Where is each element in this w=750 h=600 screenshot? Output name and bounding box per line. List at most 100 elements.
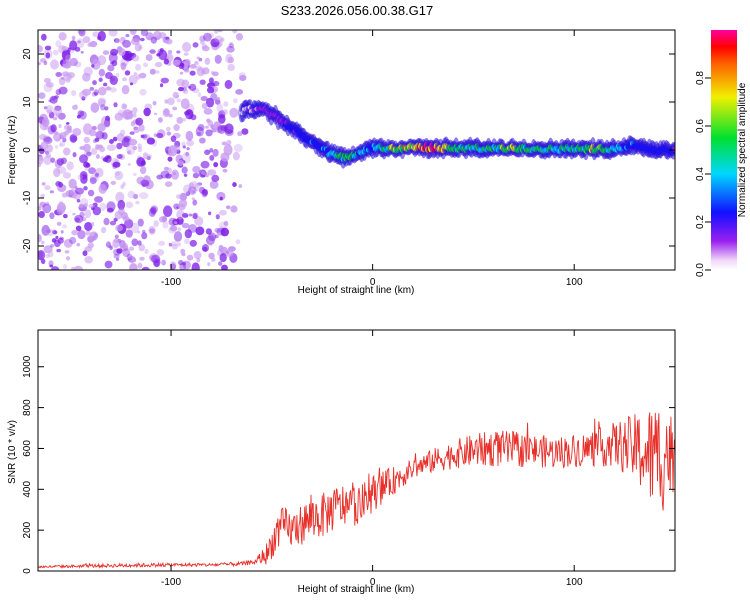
spectrogram-noise-blob: [233, 143, 243, 153]
spectrogram-noise-blob: [183, 66, 189, 73]
spectrogram-noise-blob: [214, 227, 221, 233]
spectrogram-noise-blob: [77, 174, 84, 180]
spectrogram-noise-blob: [173, 124, 180, 132]
spectrogram-noise-blob: [167, 49, 173, 55]
spectrogram-noise-blob: [174, 221, 178, 225]
spectrogram-noise-blob: [139, 192, 149, 200]
spectrogram-noise-blob: [218, 30, 223, 33]
spectrogram-noise-blob: [132, 107, 138, 114]
spectrogram-noise-blob: [213, 162, 219, 168]
spectrogram-noise-blob: [216, 97, 220, 101]
spectrogram-noise-blob: [77, 40, 81, 44]
spectrogram-noise-blob: [230, 205, 238, 213]
spectrogram-noise-blob: [92, 206, 102, 216]
spectrogram-noise-blob: [197, 92, 202, 97]
spectrogram-noise-blob: [98, 77, 103, 82]
spectrogram-noise-blob: [176, 116, 184, 124]
spectrogram-noise-blob: [227, 63, 236, 71]
spectrogram-noise-blob: [142, 62, 149, 68]
spectrogram-noise-blob: [182, 145, 186, 149]
spectrogram-noise-blob: [167, 156, 173, 162]
spectrogram-noise-blob: [216, 227, 226, 236]
spectrogram-noise-blob: [74, 61, 82, 68]
spectrogram-noise-blob: [91, 91, 97, 97]
spectrogram-noise-blob: [185, 130, 194, 141]
spectrogram-noise-blob: [184, 229, 192, 239]
spectrogram-noise-blob: [78, 30, 86, 37]
spectrogram-noise-blob: [223, 101, 229, 107]
colorbar-tick-label: 0.6: [695, 119, 706, 133]
spectrogram-noise-blob: [116, 154, 123, 159]
spectrogram-noise-blob: [72, 127, 82, 136]
spectrogram-noise-blob: [204, 173, 210, 178]
spectrogram-noise-blob: [194, 60, 199, 66]
spectrogram-noise-blob: [105, 241, 112, 248]
spectrogram-noise-blob: [131, 54, 140, 62]
spectrogram-noise-blob: [222, 109, 228, 115]
spectrogram-noise-blob: [201, 103, 208, 110]
spectrogram-noise-blob: [205, 129, 213, 137]
spectrogram-noise-blob: [75, 38, 85, 49]
spectrogram-noise-blob: [190, 114, 197, 121]
spectrogram-noise-blob: [125, 112, 129, 115]
spectrogram-noise-blob: [197, 182, 203, 186]
spectrogram-noise-blob: [62, 172, 71, 179]
spectrogram-noise-blob: [161, 259, 166, 266]
spectrogram-noise-blob: [178, 86, 185, 92]
spectrogram-noise-blob: [214, 234, 219, 239]
spectrogram-noise-blob: [214, 54, 222, 64]
spectrogram-noise-blob: [79, 110, 87, 120]
spectrogram-noise-blob: [218, 261, 223, 266]
spectrogram-noise-blob: [192, 213, 198, 220]
spectrogram-noise-blob: [168, 226, 177, 234]
spectrogram-noise-blob: [131, 238, 139, 247]
spectrogram-noise-blob: [191, 189, 196, 194]
spectrogram-noise-blob: [182, 261, 186, 266]
spectrogram-noise-blob: [180, 248, 186, 255]
spectrogram-noise-blob: [124, 70, 131, 76]
spectrogram-noise-blob: [203, 108, 213, 115]
spectrogram-noise-blob: [196, 131, 202, 136]
spectrogram-noise-blob: [163, 58, 170, 65]
spectrogram-noise-blob: [212, 148, 219, 157]
spectrogram-noise-blob: [49, 244, 55, 248]
spectrogram-noise-blob: [115, 72, 120, 78]
spectrogram-noise-blob: [76, 242, 81, 247]
spectrogram-noise-blob: [197, 123, 205, 131]
spectrogram-noise-blob: [205, 125, 209, 129]
spectrogram-noise-blob: [171, 243, 178, 250]
spectrogram-noise-blob: [62, 59, 71, 68]
spectrogram-noise-blob: [143, 107, 151, 117]
spectrogram-noise-blob: [65, 77, 71, 83]
spectrogram-noise-blob: [150, 36, 157, 44]
spectrogram-noise-blob: [53, 239, 61, 248]
spectrogram-noise-blob: [224, 79, 233, 89]
spectrogram-noise-blob: [103, 217, 110, 226]
spectrogram-noise-blob: [204, 149, 211, 156]
spectrogram-noise-blob: [46, 228, 55, 237]
spectrogram-noise-blob: [164, 181, 173, 188]
colorbar-gradient: [711, 30, 737, 270]
spectrogram-noise-blob: [138, 124, 145, 132]
spectrogram-noise-blob: [115, 171, 120, 176]
spectrogram-noise-blob: [207, 234, 215, 244]
spectrogram-noise-blob: [140, 179, 150, 187]
spectrogram-noise-blob: [128, 138, 138, 146]
spectrogram-noise-blob: [45, 201, 50, 206]
spectrogram-noise-blob: [43, 124, 49, 131]
spectrogram-noise-blob: [177, 242, 181, 247]
spectrogram-noise-blob: [87, 42, 93, 47]
spectrogram-noise-blob: [113, 248, 122, 256]
spectrogram-noise-blob: [127, 150, 131, 154]
spectrogram-noise-blob: [38, 62, 42, 66]
spectrogram-noise-blob: [137, 262, 143, 269]
spectrogram-noise-blob: [62, 214, 68, 219]
spectrogram-noise-blob: [63, 73, 73, 82]
spectrogram-x-tick-label: 100: [566, 277, 583, 288]
spectrogram-noise-blob: [228, 43, 235, 48]
spectrogram-noise-blob: [185, 191, 191, 197]
spectrogram-noise-blob: [84, 209, 92, 219]
spectrogram-noise-blob: [45, 253, 50, 259]
spectrogram-noise-blob: [138, 72, 147, 79]
